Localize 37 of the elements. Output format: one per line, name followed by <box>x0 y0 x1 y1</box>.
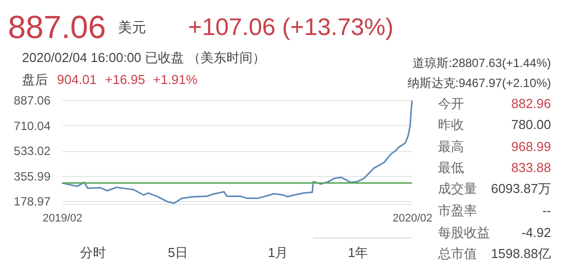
x-tick-label: 2020/02 <box>392 212 432 224</box>
text: 分时 <box>80 245 106 260</box>
text: -- <box>542 203 551 218</box>
text: 833.88 <box>511 160 551 175</box>
text: 总市值 <box>437 246 477 261</box>
text: 最高 <box>438 139 464 154</box>
text: -4.92 <box>521 225 551 240</box>
text: 每股收益 <box>438 225 490 240</box>
text: 968.99 <box>511 139 551 154</box>
y-tick-label: 710.04 <box>14 118 51 133</box>
y-tick-label: 178.97 <box>14 194 51 209</box>
line-series <box>61 100 413 204</box>
text: 6093.87万 <box>491 181 551 196</box>
text: +1.91% <box>153 72 198 87</box>
text: 成交量 <box>438 181 477 196</box>
text: 5日 <box>168 245 188 260</box>
text: +16.95 <box>105 72 146 87</box>
text: 道琼斯:28807.63(+1.44%) <box>412 56 551 70</box>
text: 纳斯达克:9467.97(+2.10%) <box>407 76 551 90</box>
text: 美元 <box>118 19 146 35</box>
text: 904.01 <box>57 72 97 87</box>
text: +107.06 (+13.73%) <box>188 14 394 41</box>
x-tick-label: 2019/02 <box>42 212 82 224</box>
y-tick-label: 887.06 <box>14 94 51 108</box>
text: 盘后 <box>22 72 48 87</box>
text: 882.96 <box>511 96 551 111</box>
text: 1598.88亿 <box>491 246 551 261</box>
text: 今开 <box>438 96 464 111</box>
text: 780.00 <box>511 117 551 132</box>
text: 2020/02/04 16:00:00 已收盘 （美东时间） <box>22 50 266 65</box>
text: 昨收 <box>438 117 464 132</box>
text: 1年 <box>348 245 368 260</box>
y-tick-label: 533.02 <box>14 144 51 158</box>
text: 最低 <box>438 160 464 175</box>
text: 1月 <box>268 245 288 260</box>
y-tick-label: 355.99 <box>14 169 51 184</box>
text: 市盈率 <box>438 203 477 218</box>
